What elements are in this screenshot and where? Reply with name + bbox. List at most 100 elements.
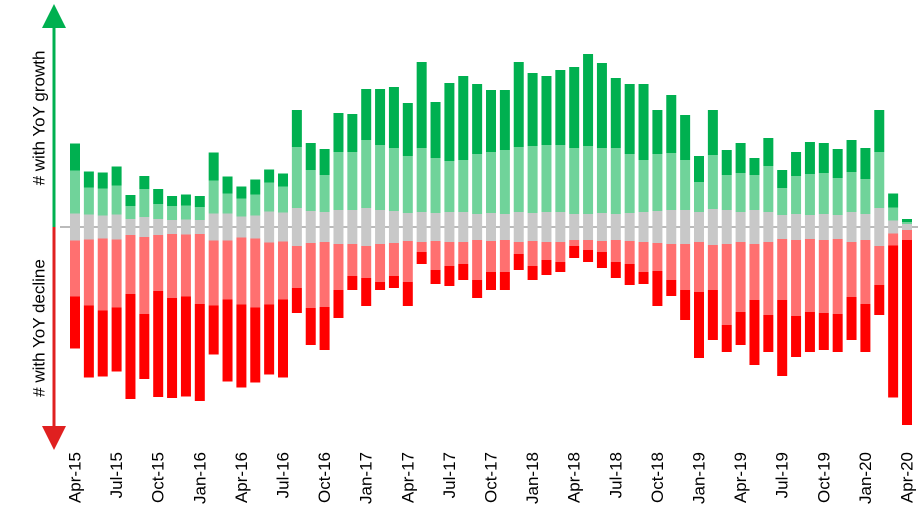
bar-segment xyxy=(624,84,635,154)
bar-segment xyxy=(70,240,80,297)
x-tick-label: Jul-18 xyxy=(606,452,625,498)
bar-segment xyxy=(250,238,261,308)
bar-segment xyxy=(832,149,843,178)
bar-segment xyxy=(624,213,635,241)
bar-segment xyxy=(721,325,732,352)
bar-segment xyxy=(860,148,871,179)
bar-segment xyxy=(624,241,635,264)
bar-segment xyxy=(499,214,510,240)
x-tick-label: Jan-19 xyxy=(689,452,708,504)
bar-segment xyxy=(291,147,302,208)
bar-segment xyxy=(347,276,358,290)
bar-segment xyxy=(402,241,413,282)
bar-segment xyxy=(721,244,732,325)
bar-segment xyxy=(513,242,524,254)
bar-segment xyxy=(652,211,663,243)
bar-segment xyxy=(361,208,372,246)
bar-segment xyxy=(305,170,316,211)
bar-segment xyxy=(250,194,261,216)
bar-segment xyxy=(361,278,372,306)
bar-segment xyxy=(111,307,122,372)
bar-segment xyxy=(596,241,607,252)
bar-segment xyxy=(194,207,205,220)
bar-segment xyxy=(666,210,677,244)
bar-segment xyxy=(111,166,122,186)
bar-segment xyxy=(569,246,580,258)
bar-segment xyxy=(375,210,386,244)
bar-segment xyxy=(472,154,483,214)
bar-segment xyxy=(749,210,760,244)
bar-segment xyxy=(180,205,191,220)
x-tick-label: Oct-16 xyxy=(315,452,334,503)
bar-segment xyxy=(291,208,302,246)
bar-segment xyxy=(902,224,912,230)
bar-segment xyxy=(444,242,455,266)
bar-segment xyxy=(458,264,469,280)
bar-segment xyxy=(583,240,594,250)
x-tick-label: Jul-19 xyxy=(773,452,792,498)
x-tick-label: Oct-18 xyxy=(648,452,667,503)
x-tick-label: Jan-16 xyxy=(190,452,209,504)
bar-segment xyxy=(402,103,413,156)
bar-segment xyxy=(402,213,413,241)
bar-segment xyxy=(472,240,483,280)
x-tick-label: Oct-19 xyxy=(814,452,833,503)
bar-segment xyxy=(458,212,469,242)
bar-segment xyxy=(70,213,80,241)
bar-segment xyxy=(388,276,399,288)
bar-segment xyxy=(680,160,691,210)
bar-segment xyxy=(444,83,455,161)
bar-segment xyxy=(527,266,538,280)
x-tick-label: Jan-20 xyxy=(856,452,875,504)
bar-segment xyxy=(83,305,94,378)
bar-segment xyxy=(486,272,496,290)
bar-segment xyxy=(638,242,649,272)
bar-segment xyxy=(375,145,386,210)
bar-segment xyxy=(818,143,829,173)
bar-segment xyxy=(472,280,483,298)
bar-segment xyxy=(194,304,205,401)
bar-segment xyxy=(97,215,108,239)
bar-segment xyxy=(860,179,871,214)
bar-segment xyxy=(610,148,621,214)
bar-segment xyxy=(499,90,510,150)
decline-label: # with YoY decline xyxy=(29,259,48,397)
bar-segment xyxy=(888,193,899,208)
bar-segment xyxy=(902,219,912,222)
bar-segment xyxy=(804,142,815,174)
bar-segment xyxy=(111,214,122,240)
bar-segment xyxy=(888,220,899,234)
bar-segment xyxy=(652,243,663,271)
bar-segment xyxy=(361,89,372,140)
bar-segment xyxy=(305,143,316,170)
bar-segment xyxy=(444,266,455,286)
bar-segment xyxy=(416,148,427,212)
bar-segment xyxy=(153,291,164,397)
bar-segment xyxy=(624,264,635,285)
bar-segment xyxy=(139,314,150,379)
bar-segment xyxy=(666,95,677,153)
bar-segment xyxy=(804,174,815,215)
bar-segment xyxy=(305,308,316,345)
bar-segment xyxy=(832,215,843,239)
bar-segment xyxy=(278,173,288,187)
bar-segment xyxy=(513,254,524,270)
x-tick-label: Jan-18 xyxy=(523,452,542,504)
bar-segment xyxy=(180,296,191,397)
bar-segment xyxy=(125,294,136,399)
bar-segment xyxy=(818,313,829,350)
growth-label: # with YoY growth xyxy=(29,51,48,186)
bar-segment xyxy=(180,234,191,297)
bar-segment xyxy=(527,146,538,213)
bar-segment xyxy=(167,196,178,206)
bar-segment xyxy=(194,196,205,207)
bar-segment xyxy=(583,250,594,262)
bar-segment xyxy=(777,215,788,239)
bar-segment xyxy=(652,110,663,154)
bar-segment xyxy=(125,206,136,219)
bar-segment xyxy=(735,242,746,312)
bar-segment xyxy=(638,160,649,212)
bar-segment xyxy=(250,179,261,195)
bar-segment xyxy=(375,282,386,290)
bar-segment xyxy=(291,288,302,313)
